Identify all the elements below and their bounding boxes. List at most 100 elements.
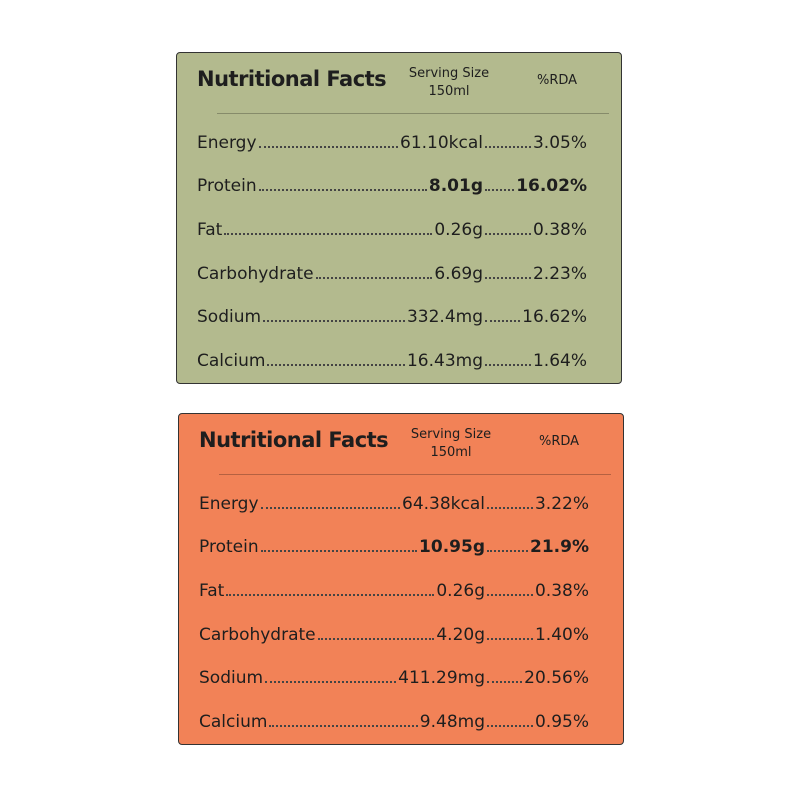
nutrient-left: Energy 64.38kcal [199, 494, 485, 514]
nutrient-rda: 3.05% [532, 132, 587, 153]
dot-leader [269, 724, 418, 727]
dot-leader [260, 506, 400, 509]
nutrient-right: 0.95% [485, 712, 589, 732]
nutrient-row: Fat 0.26g 0.38% [199, 569, 589, 613]
nutrient-name: Calcium [197, 350, 266, 371]
nutrient-amount: 6.69g [434, 263, 483, 284]
nutrient-name: Energy [197, 132, 257, 153]
nutrient-left: Carbohydrate 4.20g [199, 625, 485, 645]
dot-leader [485, 232, 531, 235]
nutrient-rda: 0.95% [534, 711, 589, 732]
nutrient-list: Energy 64.38kcal 3.22% Protein 10.95g 21.9% Fa… [199, 482, 589, 744]
nutrient-right: 16.02% [483, 176, 587, 196]
divider [219, 474, 611, 475]
nutrient-name: Energy [199, 493, 259, 514]
nutrient-name: Fat [197, 219, 223, 240]
rda-header: %RDA [538, 434, 580, 449]
nutrient-amount: 4.20g [436, 624, 485, 645]
serving-size-label: Serving Size [408, 66, 490, 81]
nutrient-amount: 64.38kcal [402, 493, 485, 514]
nutrient-row: Calcium 16.43mg 1.64% [197, 339, 587, 383]
nutrient-row: Energy 61.10kcal 3.05% [197, 121, 587, 165]
nutrient-right: 1.40% [485, 625, 589, 645]
nutrient-name: Protein [199, 537, 259, 558]
divider [217, 113, 609, 114]
dot-leader [258, 145, 398, 148]
serving-size-label: Serving Size [410, 427, 492, 442]
nutrient-row: Carbohydrate 6.69g 2.23% [197, 252, 587, 296]
nutrient-rda: 1.64% [532, 350, 587, 371]
rda-header: %RDA [536, 73, 578, 88]
nutrient-name: Calcium [199, 711, 268, 732]
dot-leader [265, 681, 397, 684]
nutrient-rda: 20.56% [524, 668, 589, 689]
dot-leader [487, 506, 533, 509]
dot-leader [263, 320, 405, 323]
panel-title: Nutritional Facts [199, 428, 389, 452]
nutrient-row: Sodium 332.4mg 16.62% [197, 295, 587, 339]
dot-leader [317, 637, 435, 640]
nutrition-panel: Nutritional Facts Serving Size 150ml %RDA En… [176, 52, 622, 384]
dot-leader [485, 189, 515, 192]
nutrient-name: Sodium [199, 668, 264, 689]
nutrient-rda: 21.9% [530, 537, 589, 558]
nutrient-row: Energy 64.38kcal 3.22% [199, 482, 589, 526]
nutrient-rda: 0.38% [532, 219, 587, 240]
dot-leader [487, 593, 533, 596]
nutrient-amount: 0.26g [436, 580, 485, 601]
nutrient-row: Carbohydrate 4.20g 1.40% [199, 613, 589, 657]
nutrient-right: 3.22% [485, 494, 589, 514]
nutrient-row: Calcium 9.48mg 0.95% [199, 700, 589, 744]
nutrient-right: 16.62% [483, 307, 587, 327]
dot-leader [315, 276, 433, 279]
nutrient-row: Fat 0.26g 0.38% [197, 208, 587, 252]
dot-leader [487, 637, 533, 640]
nutrient-amount: 10.95g [419, 537, 485, 558]
dot-leader [487, 724, 533, 727]
nutrient-right: 21.9% [485, 537, 589, 557]
serving-amount: 150ml [430, 445, 472, 460]
nutrient-right: 0.38% [485, 581, 589, 601]
dot-leader [226, 593, 435, 596]
nutrition-panel: Nutritional Facts Serving Size 150ml %RDA En… [178, 413, 624, 745]
nutrient-left: Carbohydrate 6.69g [197, 264, 483, 284]
nutrient-amount: 9.48mg [419, 711, 485, 732]
nutrient-name: Fat [199, 580, 225, 601]
nutrient-left: Fat 0.26g [199, 581, 485, 601]
nutrient-row: Sodium 411.29mg 20.56% [199, 656, 589, 700]
nutrient-left: Sodium 411.29mg [199, 668, 485, 688]
nutrient-right: 1.64% [483, 351, 587, 371]
nutrient-left: Fat 0.26g [197, 220, 483, 240]
dot-leader [267, 363, 405, 366]
nutrient-left: Energy 61.10kcal [197, 133, 483, 153]
dot-leader [487, 681, 523, 684]
nutrient-rda: 16.02% [516, 176, 587, 197]
serving-header: Serving Size 150ml [389, 65, 509, 101]
nutrient-left: Calcium 16.43mg [197, 351, 483, 371]
nutrient-left: Sodium 332.4mg [197, 307, 483, 327]
serving-amount: 150ml [428, 84, 470, 99]
nutrient-amount: 61.10kcal [400, 132, 483, 153]
dot-leader [485, 276, 531, 279]
nutrient-name: Carbohydrate [199, 624, 316, 645]
nutrient-list: Energy 61.10kcal 3.05% Protein 8.01g 16.02% Fa… [197, 121, 587, 383]
nutrient-amount: 0.26g [434, 219, 483, 240]
nutrient-rda: 2.23% [532, 263, 587, 284]
nutrient-name: Sodium [197, 307, 262, 328]
nutrient-name: Protein [197, 176, 257, 197]
nutrient-amount: 332.4mg [406, 307, 483, 328]
nutrient-left: Protein 8.01g [197, 176, 483, 196]
nutrient-row: Protein 8.01g 16.02% [197, 165, 587, 209]
nutrient-rda: 1.40% [534, 624, 589, 645]
nutrient-amount: 411.29mg [398, 668, 485, 689]
dot-leader [485, 363, 531, 366]
dot-leader [487, 550, 529, 553]
dot-leader [485, 145, 531, 148]
nutrient-amount: 16.43mg [406, 350, 483, 371]
nutrient-right: 3.05% [483, 133, 587, 153]
nutrient-left: Calcium 9.48mg [199, 712, 485, 732]
nutrient-row: Protein 10.95g 21.9% [199, 526, 589, 570]
nutrient-rda: 16.62% [522, 307, 587, 328]
nutrient-right: 2.23% [483, 264, 587, 284]
